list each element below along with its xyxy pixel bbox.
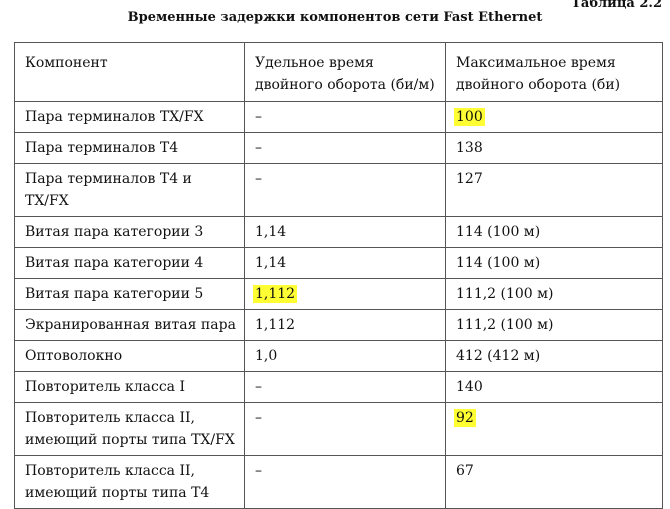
cell-component: Витая пара категории 4 [14, 247, 245, 279]
table-row: Витая пара категории 4 1,14 114 (100 м) [14, 247, 663, 279]
cell-component: Витая пара категории 3 [14, 216, 245, 248]
table-row: Повторитель класса I – 140 [14, 371, 663, 403]
table-row: Экранированная витая пара 1,112 111,2 (1… [14, 309, 663, 341]
cell-max-time: 127 [445, 163, 663, 217]
cell-specific-time: – [244, 455, 446, 509]
table-row: Пара терминалов TX/FX – 100 [14, 101, 663, 133]
cell-specific-time: 1,14 [244, 247, 446, 279]
delays-table: Компонент Удельное время двойного оборот… [14, 42, 663, 509]
cell-max-time: 140 [445, 371, 663, 403]
cell-component: Повторитель класса II, имеющий порты тип… [14, 402, 245, 456]
cell-max-time: 114 (100 м) [445, 216, 663, 248]
cell-max-time: 100 [445, 101, 663, 133]
highlighted-value: 100 [454, 108, 485, 126]
cell-component: Повторитель класса I [14, 371, 245, 403]
cell-specific-time: – [244, 101, 446, 133]
table-row: Витая пара категории 3 1,14 114 (100 м) [14, 216, 663, 248]
cell-component: Экранированная витая пара [14, 309, 245, 341]
cell-specific-time: 1,112 [244, 309, 446, 341]
table-title: Временные задержки компонентов сети Fast… [127, 10, 543, 25]
table-row: Витая пара категории 5 1,112 111,2 (100 … [14, 278, 663, 310]
cell-specific-time: 1,112 [244, 278, 446, 310]
cell-max-time: 111,2 (100 м) [445, 278, 663, 310]
cell-specific-time: 1,0 [244, 340, 446, 372]
cell-specific-time: 1,14 [244, 216, 446, 248]
cell-max-time: 67 [445, 455, 663, 509]
highlighted-value: 1,112 [253, 285, 298, 303]
cell-max-time: 412 (412 м) [445, 340, 663, 372]
table-row: Повторитель класса II, имеющий порты тип… [14, 455, 663, 509]
cell-component: Пара терминалов T4 [14, 132, 245, 164]
cell-specific-time: – [244, 132, 446, 164]
highlighted-value: 92 [454, 409, 476, 427]
cell-specific-time: – [244, 402, 446, 456]
table-row: Оптоволокно 1,0 412 (412 м) [14, 340, 663, 372]
table-header-row: Компонент Удельное время двойного оборот… [14, 42, 663, 102]
table-number: Таблица 2.2 [571, 0, 662, 11]
cell-max-time: 138 [445, 132, 663, 164]
cell-component: Витая пара категории 5 [14, 278, 245, 310]
table-row: Пара терминалов T4 и TX/FX – 127 [14, 163, 663, 217]
column-header-specific-time: Удельное время двойного оборота (би/м) [244, 42, 446, 102]
column-header-component: Компонент [14, 42, 245, 102]
cell-component: Повторитель класса II, имеющий порты тип… [14, 455, 245, 509]
cell-specific-time: – [244, 163, 446, 217]
table-row: Повторитель класса II, имеющий порты тип… [14, 402, 663, 456]
cell-component: Пара терминалов TX/FX [14, 101, 245, 133]
cell-max-time: 114 (100 м) [445, 247, 663, 279]
cell-max-time: 111,2 (100 м) [445, 309, 663, 341]
cell-specific-time: – [244, 371, 446, 403]
cell-component: Пара терминалов T4 и TX/FX [14, 163, 245, 217]
table-row: Пара терминалов T4 – 138 [14, 132, 663, 164]
cell-max-time: 92 [445, 402, 663, 456]
column-header-max-time: Максимальное время двойного оборота (би) [445, 42, 663, 102]
cell-component: Оптоволокно [14, 340, 245, 372]
